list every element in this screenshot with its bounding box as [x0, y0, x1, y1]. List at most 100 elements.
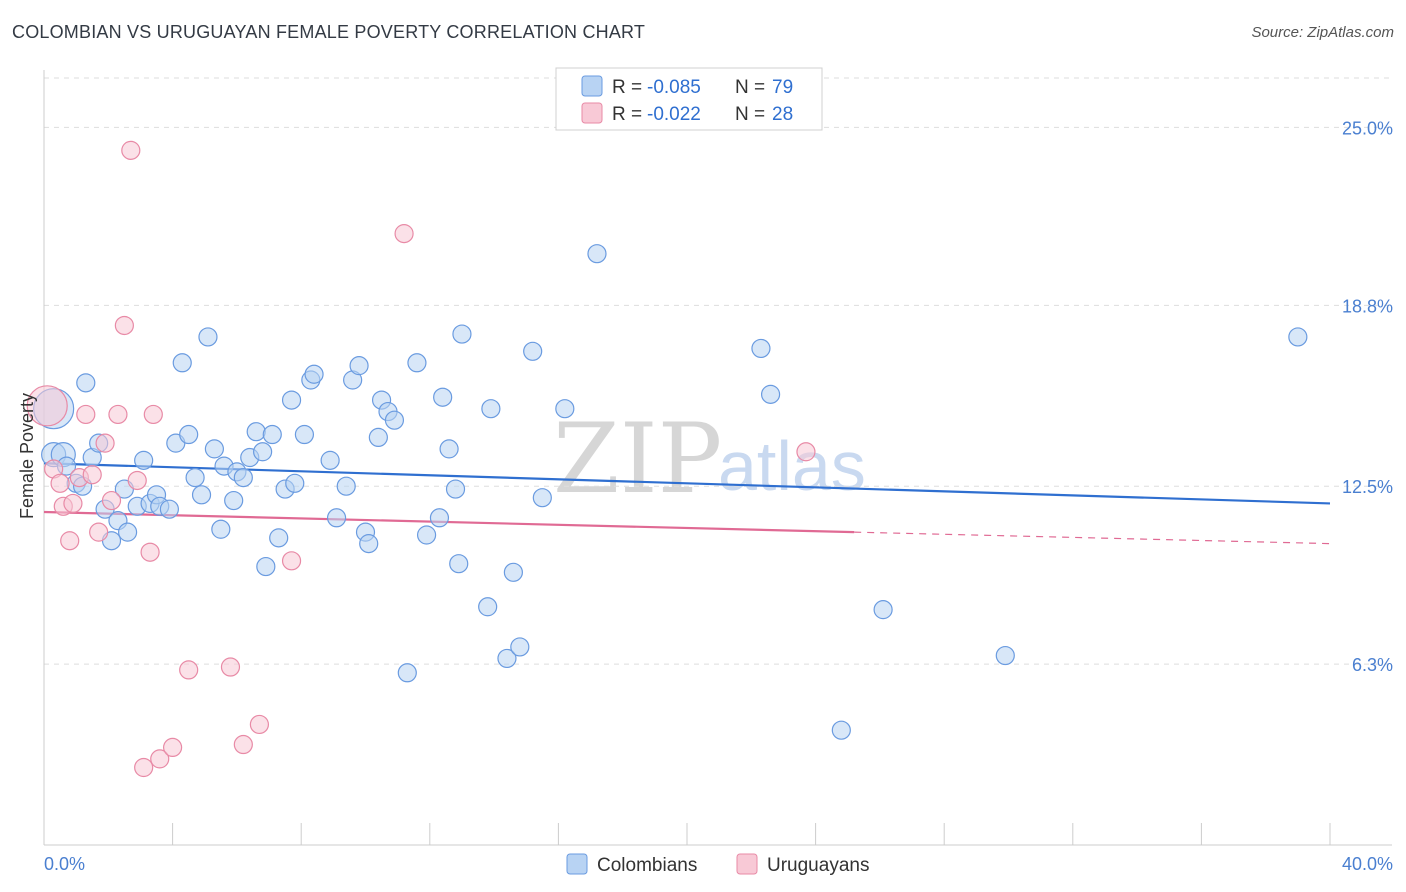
uruguayans-trend-line [43, 510, 855, 534]
uruguayans-point-14 [121, 140, 141, 160]
uruguayans-point-18 [143, 404, 163, 425]
colombians-point-69 [523, 341, 543, 361]
chart-title: COLOMBIAN VS URUGUAYAN FEMALE POVERTY CO… [12, 22, 646, 42]
colombians-point-43 [304, 364, 324, 384]
colombians-point-48 [349, 356, 369, 376]
uruguayans-point-11 [101, 490, 122, 511]
colombians-point-37 [269, 528, 289, 548]
uruguayans-point-5 [63, 493, 83, 514]
uruguayans-point-26 [394, 224, 414, 244]
y-tick-label-3: 25.0% [1342, 118, 1393, 138]
colombians-point-29 [224, 490, 244, 511]
uruguayans-point-25 [281, 551, 302, 571]
colombians-point-78 [1288, 327, 1308, 347]
colombians-point-6 [76, 373, 96, 393]
colombians-point-22 [179, 424, 199, 445]
x-tick-label-min: 0.0% [44, 854, 85, 874]
uruguayans-point-4 [60, 531, 80, 551]
colombians-point-45 [326, 508, 347, 528]
uruguayans-point-22 [220, 657, 241, 677]
colombians-point-25 [198, 327, 218, 347]
colombians-point-57 [416, 525, 437, 545]
scatter-points [26, 140, 1308, 778]
x-tick-label-max: 40.0% [1342, 854, 1393, 874]
colombians-point-39 [281, 390, 302, 410]
colombians-point-27 [211, 519, 231, 539]
colombians-point-72 [587, 244, 607, 264]
colombians-point-13 [117, 522, 138, 542]
y-tick-label-0: 6.3% [1352, 655, 1393, 675]
legend-r-label-2: R = [612, 104, 642, 125]
uruguayans-point-12 [108, 404, 128, 425]
colombians-point-41 [294, 424, 315, 445]
legend-r-value-1: -0.085 [647, 77, 701, 98]
watermark-atlas: atlas [718, 427, 866, 505]
colombians-point-35 [256, 556, 276, 577]
colombians-point-21 [172, 353, 192, 373]
legend-n-value-2: 28 [772, 104, 793, 125]
colombians-point-33 [246, 422, 266, 442]
uruguayans-point-9 [89, 522, 109, 542]
colombians-point-70 [532, 488, 552, 508]
uruguayans-trend-line-extension [854, 531, 1331, 545]
colombians-point-19 [159, 499, 179, 519]
uruguayans-point-2 [50, 473, 70, 493]
uruguayans-point-17 [140, 542, 160, 562]
colombians-point-71 [555, 399, 575, 419]
uruguayans-point-27 [796, 442, 816, 462]
colombians-point-75 [831, 720, 851, 740]
colombians-point-51 [368, 427, 388, 448]
colombians-point-65 [481, 399, 501, 419]
gridlines [44, 77, 1392, 665]
colombians-point-63 [452, 324, 472, 344]
colombians-point-68 [503, 562, 523, 582]
uruguayans-point-21 [179, 660, 199, 680]
legend-n-label-2: N = [735, 104, 765, 125]
correlation-legend: R = -0.085 N = 79 R = -0.022 N = 28 [555, 67, 823, 131]
legend-swatch-colombians [581, 75, 603, 97]
y-tick-label-2: 18.8% [1342, 296, 1393, 316]
y-axis-title: Female Poverty [17, 393, 37, 519]
uruguayans-point-8 [82, 465, 102, 485]
trend-lines [43, 462, 1331, 545]
colombians-trend-line [43, 462, 1331, 505]
bottom-legend-uruguayans: Uruguayans [767, 855, 869, 876]
legend-n-label-1: N = [735, 77, 765, 98]
legend-n-value-1: 79 [772, 77, 793, 98]
colombians-point-40 [285, 473, 305, 493]
watermark-zip: ZIP [553, 403, 722, 515]
colombians-point-67 [510, 637, 530, 657]
colombians-point-23 [185, 467, 205, 488]
colombians-point-55 [397, 663, 417, 683]
colombians-point-26 [204, 439, 224, 459]
colombians-point-31 [233, 467, 253, 488]
source-label: Source: ZipAtlas.com [1251, 24, 1394, 41]
bottom-legend-colombians: Colombians [597, 855, 697, 876]
colombians-point-58 [429, 508, 450, 528]
colombians-point-24 [191, 485, 212, 505]
colombians-point-61 [445, 479, 466, 499]
colombians-point-44 [320, 450, 340, 470]
colombians-point-74 [760, 384, 781, 404]
colombians-point-64 [478, 597, 498, 617]
uruguayans-point-0 [26, 385, 68, 427]
legend-swatch-uruguayans [581, 102, 603, 124]
uruguayans-point-24 [249, 714, 270, 735]
colombians-point-34 [253, 442, 273, 462]
uruguayans-point-20 [163, 737, 183, 758]
uruguayans-point-23 [233, 734, 253, 755]
colombians-point-76 [873, 600, 893, 620]
colombians-point-46 [336, 476, 356, 496]
bottom-legend-swatch-colombians [566, 853, 588, 875]
series-legend: Colombians Uruguayans [566, 853, 869, 876]
uruguayans-point-15 [127, 470, 147, 491]
legend-r-value-2: -0.022 [647, 104, 701, 125]
colombians-point-62 [449, 554, 469, 574]
legend-r-label-1: R = [612, 77, 642, 98]
uruguayans-point-19 [150, 749, 170, 769]
colombians-point-54 [384, 410, 405, 430]
colombians-point-56 [407, 353, 427, 373]
bottom-legend-swatch-uruguayans [736, 853, 758, 875]
uruguayans-point-7 [76, 404, 96, 425]
